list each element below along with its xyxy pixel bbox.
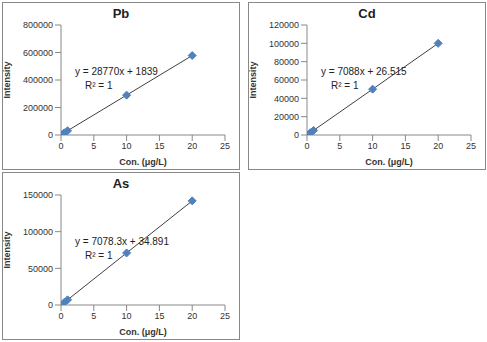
svg-text:80000: 80000 <box>274 57 299 67</box>
svg-text:10: 10 <box>368 141 378 151</box>
svg-text:25: 25 <box>220 141 230 151</box>
html-text:R² = 1: R² = 1 <box>85 250 113 261</box>
svg-text:10: 10 <box>122 311 132 321</box>
html-text:R² = 1: R² = 1 <box>331 80 359 91</box>
svg-text:Con. (μg/L): Con. (μg/L) <box>119 327 167 337</box>
svg-text:5: 5 <box>91 141 96 151</box>
html-text:Cd: Cd <box>358 6 376 21</box>
html-text:y = 7078.3x + 34.891: y = 7078.3x + 34.891 <box>75 236 169 247</box>
svg-text:15: 15 <box>154 141 164 151</box>
svg-text:0: 0 <box>294 130 299 140</box>
svg-text:0: 0 <box>48 300 53 310</box>
svg-text:40000: 40000 <box>274 94 299 104</box>
svg-text:15: 15 <box>400 141 410 151</box>
html-text:y = 28770x + 1839: y = 28770x + 1839 <box>75 66 158 77</box>
svg-text:20: 20 <box>187 141 197 151</box>
svg-text:800000: 800000 <box>23 20 53 30</box>
html-text:As: As <box>112 176 130 191</box>
svg-text:0: 0 <box>58 141 63 151</box>
svg-text:20: 20 <box>187 311 197 321</box>
svg-text:5: 5 <box>337 141 342 151</box>
html-text:Pb: Pb <box>112 6 130 21</box>
html-text:y = 7088x + 26.515: y = 7088x + 26.515 <box>321 66 407 77</box>
svg-text:Con. (μg/L): Con. (μg/L) <box>365 157 413 167</box>
svg-text:120000: 120000 <box>269 20 299 30</box>
svg-text:25: 25 <box>466 141 476 151</box>
svg-text:Intensity: Intensity <box>8 61 12 98</box>
svg-text:20000: 20000 <box>274 112 299 122</box>
svg-text:100000: 100000 <box>23 227 53 237</box>
svg-text:0: 0 <box>58 311 63 321</box>
svg-text:20: 20 <box>433 141 443 151</box>
svg-text:60000: 60000 <box>274 75 299 85</box>
svg-text:25: 25 <box>220 311 230 321</box>
svg-text:50000: 50000 <box>28 264 53 274</box>
svg-text:10: 10 <box>122 141 132 151</box>
svg-text:0: 0 <box>304 141 309 151</box>
svg-text:150000: 150000 <box>23 190 53 200</box>
svg-text:100000: 100000 <box>269 39 299 49</box>
svg-text:200000: 200000 <box>23 103 53 113</box>
svg-text:5: 5 <box>91 311 96 321</box>
svg-text:15: 15 <box>154 311 164 321</box>
html-text:R² = 1: R² = 1 <box>85 80 113 91</box>
svg-text:Intensity: Intensity <box>249 61 258 98</box>
svg-text:0: 0 <box>48 130 53 140</box>
svg-text:Con. (μg/L): Con. (μg/L) <box>119 157 167 167</box>
svg-text:Intensity: Intensity <box>8 231 12 268</box>
svg-text:600000: 600000 <box>23 48 53 58</box>
svg-text:400000: 400000 <box>23 75 53 85</box>
